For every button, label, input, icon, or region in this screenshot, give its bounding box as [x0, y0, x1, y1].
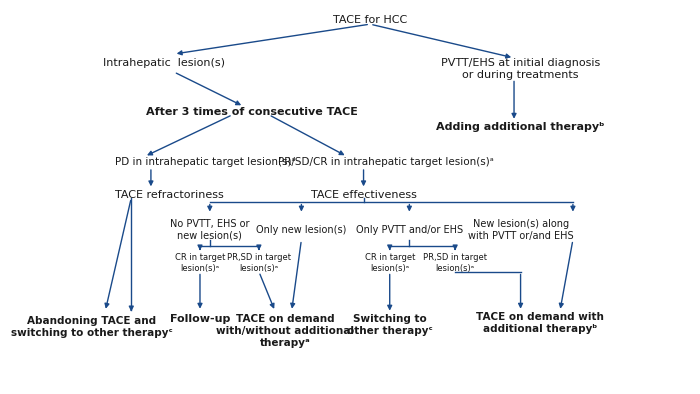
Text: TACE on demand
with/without additional
therapyᵃ: TACE on demand with/without additional t… — [216, 314, 354, 348]
Text: Switching to
other therapyᶜ: Switching to other therapyᶜ — [346, 314, 433, 336]
Text: No PVTT, EHS or
new lesion(s): No PVTT, EHS or new lesion(s) — [170, 219, 250, 241]
Text: After 3 times of consecutive TACE: After 3 times of consecutive TACE — [146, 106, 358, 117]
Text: TACE for HCC: TACE for HCC — [333, 15, 407, 25]
Text: PVTT/EHS at initial diagnosis
or during treatments: PVTT/EHS at initial diagnosis or during … — [441, 58, 600, 80]
Text: Only new lesion(s): Only new lesion(s) — [256, 225, 346, 235]
Text: CR in target
lesion(s)ᵃ: CR in target lesion(s)ᵃ — [175, 253, 225, 273]
Text: Intrahepatic  lesion(s): Intrahepatic lesion(s) — [103, 58, 225, 68]
Text: TACE on demand with
additional therapyᵇ: TACE on demand with additional therapyᵇ — [476, 312, 604, 334]
Text: TACE effectiveness: TACE effectiveness — [311, 190, 416, 200]
Text: TACE refractoriness: TACE refractoriness — [115, 190, 224, 200]
Text: Adding additional therapyᵇ: Adding additional therapyᵇ — [436, 122, 605, 132]
Text: PD in intrahepatic target lesion(s)ᵃ: PD in intrahepatic target lesion(s)ᵃ — [115, 157, 295, 167]
Text: PR,SD in target
lesion(s)ᵃ: PR,SD in target lesion(s)ᵃ — [423, 253, 487, 273]
Text: CR in target
lesion(s)ᵃ: CR in target lesion(s)ᵃ — [365, 253, 415, 273]
Text: PR,SD in target
lesion(s)ᵃ: PR,SD in target lesion(s)ᵃ — [227, 253, 291, 273]
Text: PR/SD/CR in intrahepatic target lesion(s)ᵃ: PR/SD/CR in intrahepatic target lesion(s… — [279, 157, 494, 167]
Text: Follow-up: Follow-up — [170, 314, 230, 324]
Text: Only PVTT and/or EHS: Only PVTT and/or EHS — [356, 225, 463, 235]
Text: Abandoning TACE and
switching to other therapyᶜ: Abandoning TACE and switching to other t… — [11, 316, 173, 338]
Text: New lesion(s) along
with PVTT or/and EHS: New lesion(s) along with PVTT or/and EHS — [468, 219, 573, 241]
